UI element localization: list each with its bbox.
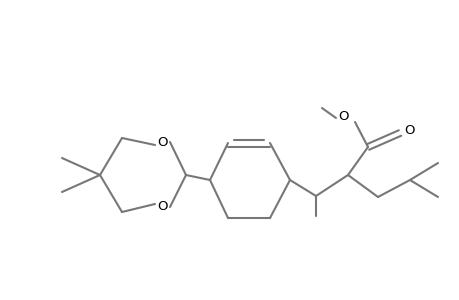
- Text: O: O: [157, 136, 168, 148]
- Text: O: O: [338, 110, 348, 122]
- Text: O: O: [404, 124, 414, 136]
- Text: O: O: [157, 200, 168, 214]
